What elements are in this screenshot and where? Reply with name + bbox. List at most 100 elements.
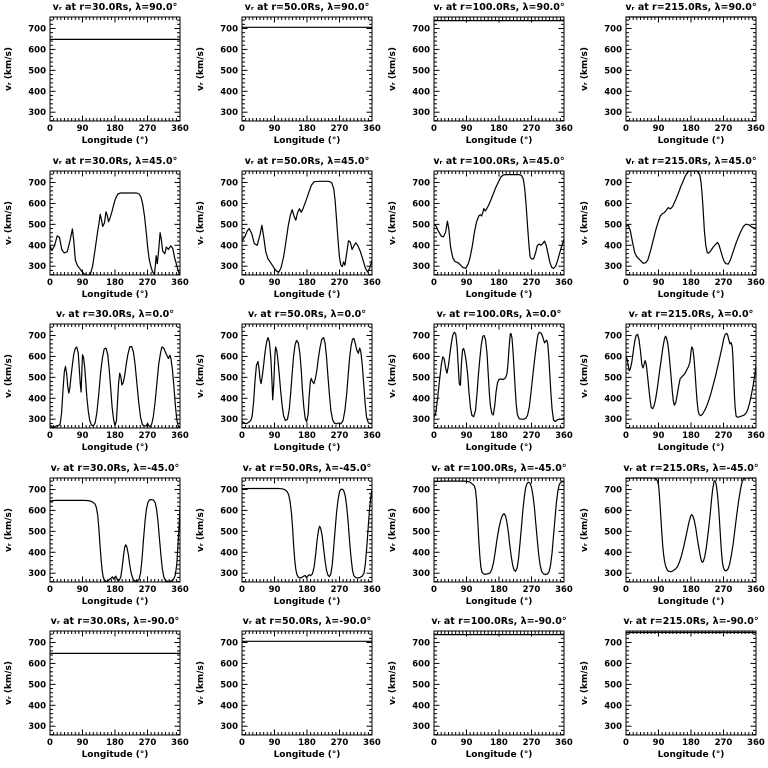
y-tick-label: 400 bbox=[604, 702, 622, 712]
y-tick-label: 500 bbox=[220, 681, 238, 691]
x-tick-label: 360 bbox=[555, 124, 573, 134]
data-curve bbox=[49, 191, 181, 276]
y-tick-label: 400 bbox=[28, 548, 46, 558]
y-axis-label: vᵣ (km/s) bbox=[196, 354, 206, 398]
data-curve bbox=[433, 173, 565, 269]
y-tick-label: 600 bbox=[412, 199, 430, 209]
x-tick-label: 90 bbox=[77, 585, 89, 595]
y-tick-label: 500 bbox=[28, 66, 46, 76]
y-tick-label: 700 bbox=[412, 178, 430, 188]
x-tick-label: 180 bbox=[490, 431, 508, 441]
x-tick-label: 0 bbox=[431, 738, 437, 748]
subplot: 0 90 180 270 360 300 400 500 600 700 vᵣ at r=50.0R… bbox=[196, 156, 381, 300]
y-tick-label: 600 bbox=[28, 353, 46, 363]
y-tick-label: 400 bbox=[220, 241, 238, 251]
x-axis-label: Longitude (°) bbox=[82, 443, 149, 453]
subplot: 0 90 180 270 360 300 400 500 600 700 vᵣ at r=30.0R… bbox=[4, 2, 189, 146]
data-curve bbox=[433, 331, 565, 423]
x-axis-label: Longitude (°) bbox=[274, 290, 341, 300]
plot-title: vᵣ at r=215.0Rs, λ=-90.0° bbox=[623, 616, 758, 627]
y-axis-label: vᵣ (km/s) bbox=[580, 201, 590, 245]
y-tick-label: 300 bbox=[604, 108, 622, 118]
x-tick-label: 270 bbox=[523, 585, 541, 595]
x-tick-label: 0 bbox=[47, 738, 53, 748]
axes-box bbox=[49, 170, 181, 276]
y-tick-label: 600 bbox=[604, 660, 622, 670]
y-tick-label: 600 bbox=[412, 660, 430, 670]
x-tick-label: 360 bbox=[747, 585, 765, 595]
x-axis-label: Longitude (°) bbox=[274, 597, 341, 607]
x-tick-label: 360 bbox=[171, 278, 189, 288]
subplot-cell: 0 90 180 270 360 300 400 500 600 700 vᵣ at r=50.0R… bbox=[192, 307, 384, 461]
y-tick-label: 700 bbox=[220, 178, 238, 188]
x-tick-label: 360 bbox=[363, 124, 381, 134]
subplot: 0 90 180 270 360 300 400 500 600 700 vᵣ at r=30.0R… bbox=[4, 616, 189, 760]
y-tick-label: 700 bbox=[412, 639, 430, 649]
x-tick-label: 360 bbox=[363, 585, 381, 595]
y-tick-label: 400 bbox=[604, 394, 622, 404]
y-axis-label: vᵣ (km/s) bbox=[4, 47, 14, 91]
x-tick-label: 90 bbox=[461, 124, 473, 134]
x-tick-label: 90 bbox=[77, 124, 89, 134]
y-axis-label: vᵣ (km/s) bbox=[196, 508, 206, 552]
y-tick-label: 600 bbox=[28, 45, 46, 55]
subplot: 0 90 180 270 360 300 400 500 600 700 vᵣ at r=215.0… bbox=[580, 156, 765, 300]
subplot: 0 90 180 270 360 300 400 500 600 700 vᵣ at r=100.0… bbox=[388, 309, 573, 453]
y-tick-label: 600 bbox=[604, 45, 622, 55]
x-tick-label: 360 bbox=[363, 431, 381, 441]
x-tick-label: 270 bbox=[139, 278, 157, 288]
x-tick-label: 270 bbox=[331, 278, 349, 288]
x-tick-label: 180 bbox=[490, 738, 508, 748]
y-tick-label: 400 bbox=[220, 87, 238, 97]
x-tick-label: 0 bbox=[47, 278, 53, 288]
x-axis-label: Longitude (°) bbox=[658, 443, 725, 453]
x-tick-label: 0 bbox=[431, 278, 437, 288]
y-tick-label: 600 bbox=[412, 353, 430, 363]
x-tick-label: 270 bbox=[523, 738, 541, 748]
y-tick-label: 400 bbox=[220, 394, 238, 404]
y-tick-label: 600 bbox=[220, 660, 238, 670]
y-tick-label: 400 bbox=[412, 87, 430, 97]
y-axis-label: vᵣ (km/s) bbox=[4, 354, 14, 398]
subplot-cell: 0 90 180 270 360 300 400 500 600 700 vᵣ at r=50.0R… bbox=[192, 614, 384, 768]
y-axis-label: vᵣ (km/s) bbox=[4, 508, 14, 552]
x-tick-label: 90 bbox=[77, 278, 89, 288]
y-tick-label: 300 bbox=[28, 108, 46, 118]
y-tick-label: 300 bbox=[220, 723, 238, 733]
x-tick-label: 0 bbox=[239, 124, 245, 134]
x-tick-label: 0 bbox=[623, 585, 629, 595]
y-tick-label: 300 bbox=[28, 569, 46, 579]
x-tick-label: 180 bbox=[298, 278, 316, 288]
subplot: 0 90 180 270 360 300 400 500 600 700 vᵣ at r=100.0… bbox=[388, 2, 573, 146]
y-tick-label: 300 bbox=[28, 415, 46, 425]
x-tick-label: 270 bbox=[715, 738, 733, 748]
y-tick-label: 400 bbox=[412, 394, 430, 404]
x-axis-label: Longitude (°) bbox=[82, 597, 149, 607]
plot-title: vᵣ at r=100.0Rs, λ=90.0° bbox=[433, 2, 564, 13]
axes-box bbox=[625, 630, 757, 736]
subplot-cell: 0 90 180 270 360 300 400 500 600 700 vᵣ at r=215.0… bbox=[576, 614, 768, 768]
x-tick-label: 180 bbox=[682, 585, 700, 595]
y-tick-label: 700 bbox=[604, 25, 622, 35]
x-axis-label: Longitude (°) bbox=[658, 597, 725, 607]
y-tick-label: 500 bbox=[604, 374, 622, 384]
x-tick-label: 360 bbox=[363, 278, 381, 288]
subplot: 0 90 180 270 360 300 400 500 600 700 vᵣ at r=30.0R… bbox=[4, 463, 189, 607]
plot-title: vᵣ at r=50.0Rs, λ=-45.0° bbox=[243, 463, 372, 474]
x-tick-label: 180 bbox=[490, 585, 508, 595]
y-tick-label: 500 bbox=[28, 220, 46, 230]
y-tick-label: 500 bbox=[604, 681, 622, 691]
x-axis-label: Longitude (°) bbox=[82, 750, 149, 760]
y-tick-label: 600 bbox=[220, 506, 238, 516]
plot-title: vᵣ at r=100.0Rs, λ=0.0° bbox=[437, 309, 562, 320]
plot-title: vᵣ at r=100.0Rs, λ=-45.0° bbox=[431, 463, 566, 474]
x-tick-label: 90 bbox=[653, 431, 665, 441]
x-tick-label: 270 bbox=[715, 585, 733, 595]
axes-box bbox=[433, 323, 565, 429]
y-tick-label: 500 bbox=[604, 527, 622, 537]
x-tick-label: 90 bbox=[77, 738, 89, 748]
subplot: 0 90 180 270 360 300 400 500 600 700 vᵣ at r=100.0… bbox=[388, 463, 573, 607]
x-tick-label: 0 bbox=[623, 738, 629, 748]
plot-title: vᵣ at r=30.0Rs, λ=90.0° bbox=[53, 2, 178, 13]
plot-title: vᵣ at r=30.0Rs, λ=-45.0° bbox=[51, 463, 180, 474]
